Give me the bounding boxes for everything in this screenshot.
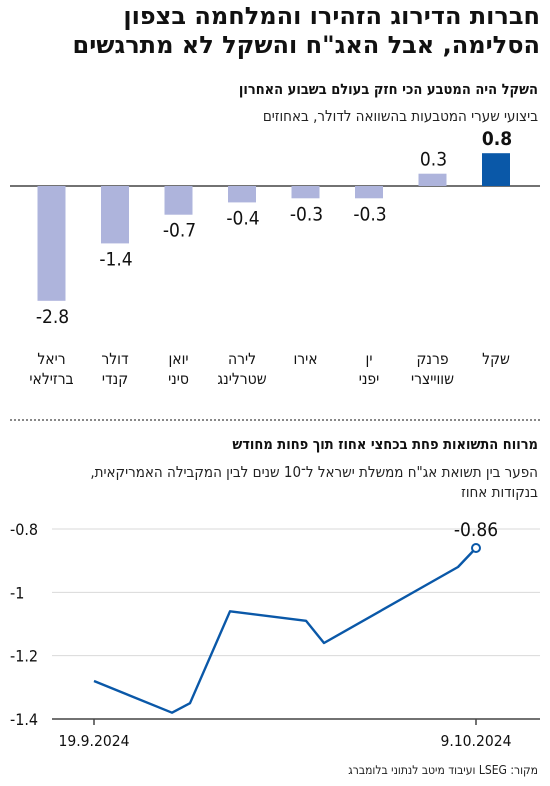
category-label-1-1: שווייצרי xyxy=(411,370,454,388)
category-label-2-1: יפני xyxy=(359,370,380,388)
line-chart-title: מרווח התשואות פחת בכחצי אחוז תוך פחות מח… xyxy=(232,437,538,453)
bar-value-label-2: -0.3 xyxy=(353,203,386,225)
y-tick-label-0: -0.8 xyxy=(10,520,38,539)
category-label-3-0: אירו xyxy=(293,350,317,368)
category-label-1-0: פרנק xyxy=(416,350,448,368)
bar-7 xyxy=(37,186,66,301)
y-tick-label-3: -1.4 xyxy=(10,710,38,729)
last-point-marker xyxy=(471,543,481,553)
line-chart-subtitle-line2: בנקודות אחוז xyxy=(461,483,538,501)
main-title-line2: הסלימה, אבל האג"ח והשקל לא מתרגשים xyxy=(72,31,540,59)
bar-1 xyxy=(418,173,447,186)
category-label-7-0: ריאל xyxy=(37,350,65,368)
category-label-4-1: שטרלינג xyxy=(217,370,266,388)
line-chart-subtitle: הפער בין תשואת אג"ח ממשלת ישראל ל־10 שני… xyxy=(90,462,538,502)
main-title-line1: חברות הדירוג הזהירו והמלחמה בצפון xyxy=(123,2,540,30)
category-label-5-1: סיני xyxy=(168,370,189,388)
category-label-0-0: שקל xyxy=(482,350,510,368)
bar-chart: 0.8 שקל 0.3 פרנק שווייצרי -0.3 ין יפני -0.3 אירו -… xyxy=(10,128,540,388)
x-tick-label-0: 19.9.2024 xyxy=(59,732,130,750)
bar-value-label-6: -1.4 xyxy=(99,248,132,270)
bar-5 xyxy=(164,186,193,215)
bar-0 xyxy=(482,153,510,186)
y-tick-label-2: -1.2 xyxy=(10,647,38,666)
x-tick-label-1: 9.10.2024 xyxy=(441,732,512,750)
bar-2 xyxy=(355,186,383,199)
bar-value-label-3: -0.3 xyxy=(290,203,323,225)
section-divider xyxy=(10,419,540,421)
category-label-5-0: יואן xyxy=(168,350,188,368)
bar-chart-title: השקל היה המטבע הכי חזק בעולם בשבוע האחרו… xyxy=(238,82,538,98)
source-note: מקור: LSEG ועיבוד מיטב לנתוני בלומברג xyxy=(348,763,538,777)
category-label-2-0: ין xyxy=(366,350,373,368)
category-label-7-1: ברזילאי xyxy=(29,370,73,388)
line-chart-subtitle-line1: הפער בין תשואת אג"ח ממשלת ישראל ל־10 שני… xyxy=(90,463,538,481)
category-label-4-0: לירה xyxy=(228,350,256,368)
bar-3 xyxy=(291,186,320,199)
bar-value-label-0: 0.8 xyxy=(482,128,512,150)
bar-value-label-1: 0.3 xyxy=(420,149,447,171)
series-line xyxy=(93,547,477,714)
bar-value-label-4: -0.4 xyxy=(226,207,259,229)
category-label-6-1: קנדי xyxy=(102,370,128,388)
y-tick-label-1: -1 xyxy=(10,583,24,602)
bar-4 xyxy=(228,186,256,203)
bar-value-label-5: -0.7 xyxy=(163,220,196,242)
bar-6 xyxy=(101,186,129,244)
bar-value-label-7: -2.8 xyxy=(36,306,69,328)
main-title: חברות הדירוג הזהירו והמלחמה בצפון הסלימה… xyxy=(10,2,540,60)
category-label-6-0: דולר xyxy=(101,350,129,368)
bar-chart-subtitle: ביצועי שערי המטבעות בהשוואה לדולר, באחוז… xyxy=(262,107,538,125)
last-value-label: -0.86 xyxy=(454,519,498,541)
